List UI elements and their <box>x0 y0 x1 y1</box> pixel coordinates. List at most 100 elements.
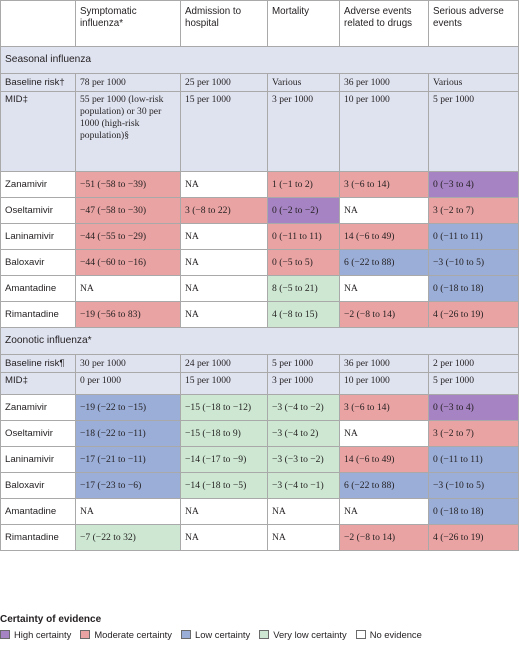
estimate-cell-moderate: 14 (−6 to 49) <box>339 446 429 473</box>
estimate-cell-none: NA <box>75 498 181 525</box>
estimate-cell-moderate: −47 (−58 to −30) <box>75 197 181 224</box>
legend-label: Moderate certainty <box>94 629 172 640</box>
legend-label: High certainty <box>14 629 72 640</box>
header-cell-adverse-events: Adverse events related to drugs <box>339 0 429 47</box>
estimate-cell-none: NA <box>180 524 268 551</box>
drug-name: Baloxavir <box>0 249 76 276</box>
header-cell-empty <box>0 0 76 47</box>
drug-row: Amantadine NA NA NA NA 0 (−18 to 18) <box>0 498 519 525</box>
mid-value: 5 per 1000 <box>428 372 519 395</box>
estimate-cell-none: NA <box>180 223 268 250</box>
estimate-cell-moderate: 4 (−26 to 19) <box>428 524 519 551</box>
mid-value: 10 per 1000 <box>339 372 429 395</box>
estimate-cell-low: 0 (−11 to 11) <box>428 446 519 473</box>
drug-name: Oseltamivir <box>0 197 76 224</box>
drug-row: Amantadine NA NA 8 (−5 to 21) NA 0 (−18 to 18… <box>0 275 519 302</box>
estimate-cell-moderate: −19 (−56 to 83) <box>75 301 181 328</box>
evidence-table: Symptomatic influenza* Admission to hosp… <box>0 0 519 551</box>
legend-swatch <box>355 630 366 639</box>
header-cell-serious-adverse: Serious adverse events <box>428 0 519 47</box>
legend-label: No evidence <box>369 629 422 640</box>
drug-name: Zanamivir <box>0 394 76 421</box>
estimate-cell-verylow: −3 (−4 to −2) <box>267 394 340 421</box>
legend: Certainty of evidence High certainty Mode… <box>0 613 521 640</box>
legend-item-high: High certainty <box>0 629 71 640</box>
estimate-cell-none: NA <box>180 275 268 302</box>
estimate-cell-verylow: 4 (−8 to 15) <box>267 301 340 328</box>
estimate-cell-none: NA <box>180 171 268 198</box>
estimate-cell-low: −17 (−23 to −6) <box>75 472 181 499</box>
legend-items: High certainty Moderate certainty Low cert… <box>0 629 521 640</box>
mid-value: 10 per 1000 <box>339 91 429 172</box>
drug-row: Laninamivir −17 (−21 to −11) −14 (−17 to −… <box>0 446 519 473</box>
estimate-cell-none: NA <box>339 197 429 224</box>
drug-name: Oseltamivir <box>0 420 76 447</box>
estimate-cell-high: 0 (−3 to 4) <box>428 171 519 198</box>
legend-item-low: Low certainty <box>180 629 250 640</box>
estimate-cell-none: NA <box>339 275 429 302</box>
baseline-value: 36 per 1000 <box>339 73 429 92</box>
baseline-row: Baseline risk¶ 30 per 1000 24 per 1000 5 pe… <box>0 354 519 373</box>
estimate-cell-verylow: −3 (−4 to −1) <box>267 472 340 499</box>
estimate-cell-none: NA <box>180 498 268 525</box>
drug-row: Zanamivir −19 (−22 to −15) −15 (−18 to −12… <box>0 394 519 421</box>
legend-swatch <box>80 630 91 639</box>
estimate-cell-moderate: −44 (−55 to −29) <box>75 223 181 250</box>
estimate-cell-verylow: −14 (−17 to −9) <box>180 446 268 473</box>
drug-name: Laninamivir <box>0 223 76 250</box>
header-cell-admission: Admission to hospital <box>180 0 268 47</box>
mid-value: 0 per 1000 <box>75 372 181 395</box>
estimate-cell-low: −3 (−10 to 5) <box>428 472 519 499</box>
estimate-cell-moderate: −2 (−8 to 14) <box>339 301 429 328</box>
mid-row: MID‡ 0 per 1000 15 per 1000 3 per 1000 10 pe… <box>0 372 519 395</box>
baseline-value: 2 per 1000 <box>428 354 519 373</box>
baseline-value: 36 per 1000 <box>339 354 429 373</box>
legend-swatch <box>259 630 270 639</box>
drug-name: Amantadine <box>0 275 76 302</box>
section-title: Seasonal influenza <box>0 46 519 74</box>
baseline-value: 78 per 1000 <box>75 73 181 92</box>
estimate-cell-moderate: 3 (−6 to 14) <box>339 394 429 421</box>
table-body: Seasonal influenza Baseline risk† 78 per 1… <box>0 46 519 551</box>
estimate-cell-moderate: 1 (−1 to 2) <box>267 171 340 198</box>
legend-label: Very low certainty <box>273 629 347 640</box>
estimate-cell-verylow: −3 (−4 to 2) <box>267 420 340 447</box>
baseline-label: Baseline risk† <box>0 73 76 92</box>
estimate-cell-verylow: −7 (−22 to 32) <box>75 524 181 551</box>
drug-name: Baloxavir <box>0 472 76 499</box>
baseline-value: 24 per 1000 <box>180 354 268 373</box>
baseline-value: 25 per 1000 <box>180 73 268 92</box>
estimate-cell-none: NA <box>339 420 429 447</box>
header-cell-mortality: Mortality <box>267 0 340 47</box>
estimate-cell-none: NA <box>339 498 429 525</box>
baseline-value: Various <box>428 73 519 92</box>
estimate-cell-high: 0 (−3 to 4) <box>428 394 519 421</box>
header-cell-symptomatic: Symptomatic influenza* <box>75 0 181 47</box>
mid-row: MID‡ 55 per 1000 (low-risk population) or… <box>0 91 519 172</box>
drug-row: Rimantadine −7 (−22 to 32) NA NA −2 (−8 to 1… <box>0 524 519 551</box>
estimate-cell-low: 0 (−11 to 11) <box>428 223 519 250</box>
estimate-cell-moderate: 4 (−26 to 19) <box>428 301 519 328</box>
estimate-cell-low: −3 (−10 to 5) <box>428 249 519 276</box>
estimate-cell-verylow: −15 (−18 to 9) <box>180 420 268 447</box>
legend-item-verylow: Very low certainty <box>259 629 347 640</box>
drug-row: Zanamivir −51 (−58 to −39) NA 1 (−1 to 2) 3 … <box>0 171 519 198</box>
drug-row: Baloxavir −17 (−23 to −6) −14 (−18 to −5) −… <box>0 472 519 499</box>
estimate-cell-verylow: 8 (−5 to 21) <box>267 275 340 302</box>
mid-value: 15 per 1000 <box>180 91 268 172</box>
legend-swatch <box>0 630 10 639</box>
estimate-cell-low: 6 (−22 to 88) <box>339 249 429 276</box>
baseline-value: 5 per 1000 <box>267 354 340 373</box>
estimate-cell-low: 0 (−18 to 18) <box>428 498 519 525</box>
estimate-cell-verylow: −14 (−18 to −5) <box>180 472 268 499</box>
estimate-cell-low: −17 (−21 to −11) <box>75 446 181 473</box>
drug-row: Laninamivir −44 (−55 to −29) NA 0 (−11 to 1… <box>0 223 519 250</box>
header-row: Symptomatic influenza* Admission to hosp… <box>0 0 519 47</box>
baseline-label: Baseline risk¶ <box>0 354 76 373</box>
estimate-cell-moderate: 0 (−11 to 11) <box>267 223 340 250</box>
drug-row: Baloxavir −44 (−60 to −16) NA 0 (−5 to 5) 6 … <box>0 249 519 276</box>
mid-value: 3 per 1000 <box>267 372 340 395</box>
drug-row: Rimantadine −19 (−56 to 83) NA 4 (−8 to 15)… <box>0 301 519 328</box>
estimate-cell-moderate: 3 (−2 to 7) <box>428 197 519 224</box>
